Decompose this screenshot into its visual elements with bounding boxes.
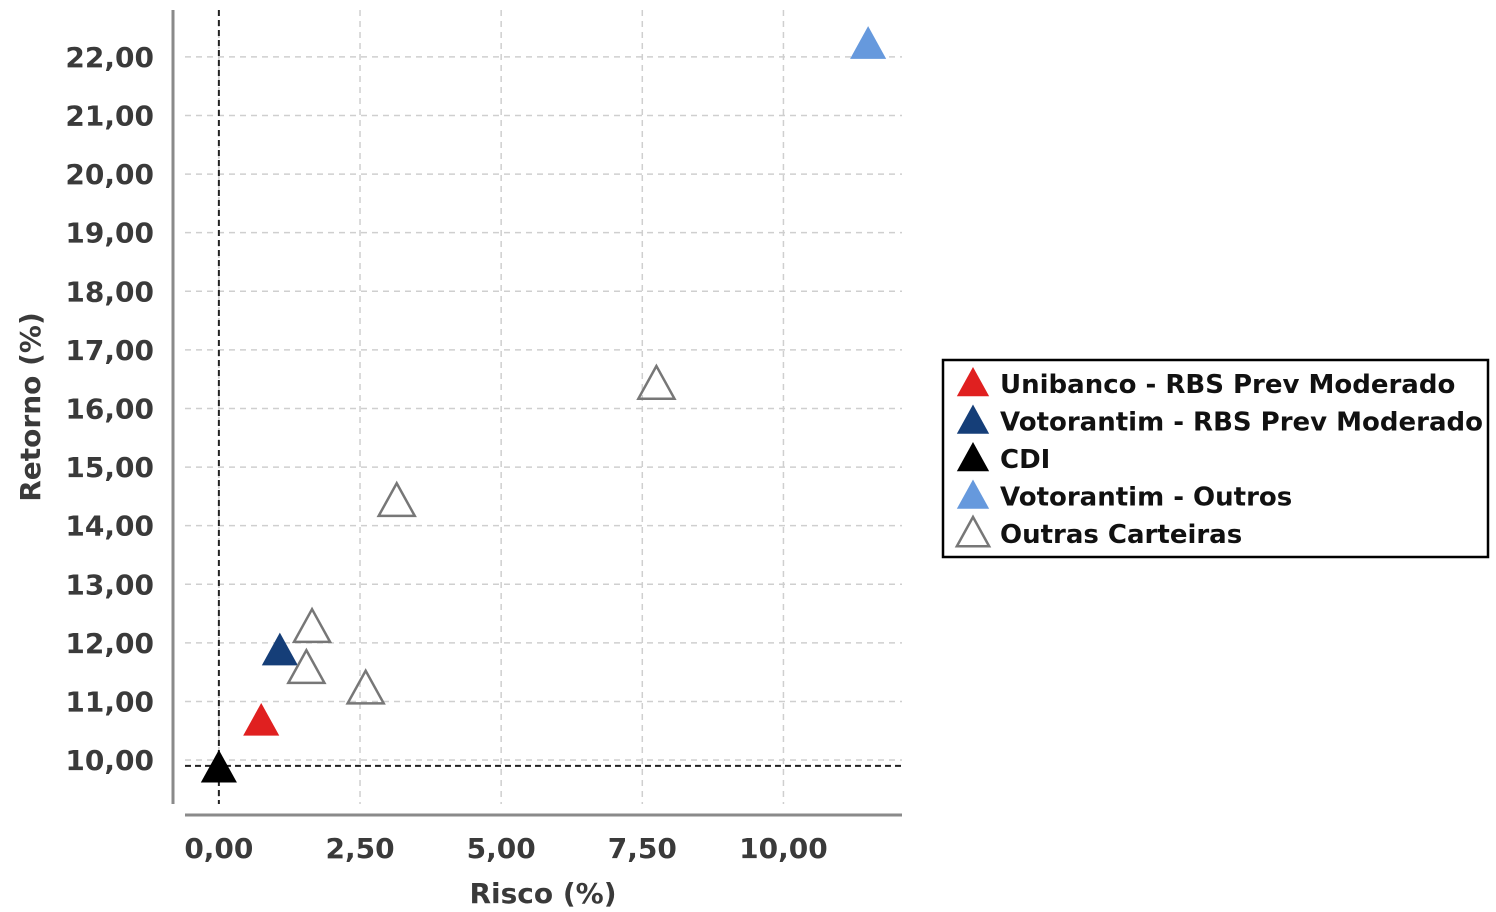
reference-lines [185,10,902,804]
x-tick-label: 5,00 [467,832,536,865]
y-tick-label: 18,00 [65,275,154,308]
legend-label: Votorantim - Outros [1000,483,1292,513]
legend-label: CDI [1000,445,1050,475]
data-point [261,632,298,666]
x-tick-label: 7,50 [608,832,677,865]
y-tick-label: 17,00 [65,334,154,367]
legend-label: Votorantim - RBS Prev Moderado [1000,408,1483,438]
legend-label: Outras Carteiras [1000,520,1242,550]
y-tick-label: 16,00 [65,392,154,425]
legend-marker-icon [956,442,990,472]
x-axis-title: Risco (%) [469,877,616,910]
legend-marker-icon [956,479,990,509]
data-points [200,26,887,783]
legend: Unibanco - RBS Prev Moderado Votorantim -… [941,358,1490,559]
legend-box [941,358,1490,559]
data-point [636,363,677,400]
data-point [200,749,237,783]
y-tick-label: 22,00 [65,41,154,74]
legend-marker-icon [956,367,990,397]
y-tick-label: 13,00 [65,568,154,601]
data-point [345,668,386,705]
x-tick-labels: 0,00 2,50 5,00 7,50 10,00 [184,832,827,865]
y-tick-label: 10,00 [65,744,154,777]
y-tick-label: 12,00 [65,627,154,660]
legend-marker-icon [956,404,990,434]
legend-items: Unibanco - RBS Prev Moderado Votorantim -… [954,367,1483,550]
y-axis-title: Retorno (%) [14,312,47,502]
y-tick-label: 14,00 [65,510,154,543]
y-tick-label: 20,00 [65,158,154,191]
legend-label: Unibanco - RBS Prev Moderado [1000,370,1455,400]
y-tick-label: 11,00 [65,685,154,718]
data-point [291,606,333,644]
data-point [850,26,887,59]
data-point [243,702,280,736]
y-tick-label: 19,00 [65,217,154,250]
data-point [376,480,417,518]
x-tick-label: 2,50 [325,832,394,865]
x-tick-label: 10,00 [739,832,828,865]
y-tick-label: 21,00 [65,99,154,132]
data-point [286,647,327,685]
grid-lines [185,10,902,804]
y-tick-label: 15,00 [65,451,154,484]
legend-marker-icon [954,514,992,548]
x-tick-label: 0,00 [184,832,253,865]
y-tick-labels: 10,00 11,00 12,00 13,00 14,00 15,00 16,00 17,00… [65,41,154,777]
